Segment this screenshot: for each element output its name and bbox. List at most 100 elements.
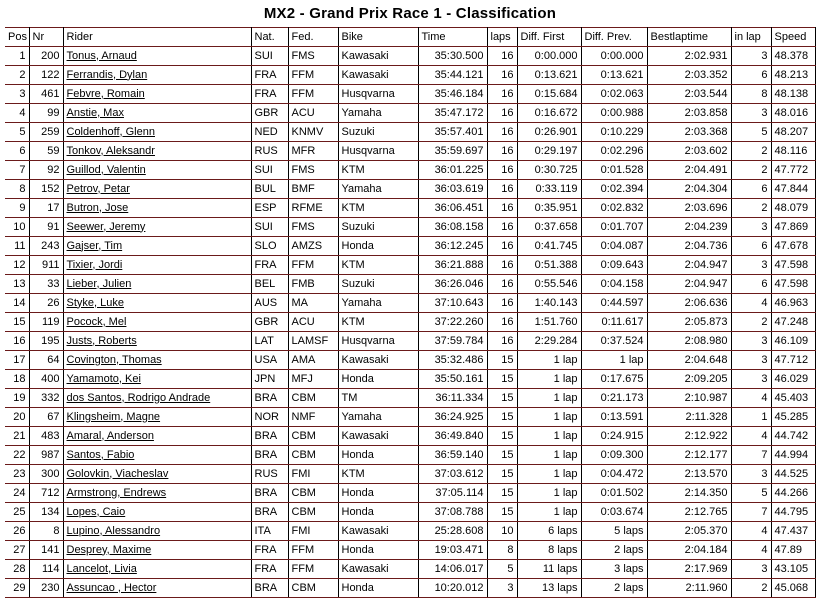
- rider-link[interactable]: Santos, Fabio: [66, 448, 135, 461]
- rider-link[interactable]: Tonkov, Aleksandr: [66, 144, 155, 157]
- cell-diff-prev: 0:02.832: [581, 198, 648, 218]
- cell-pos: 16: [5, 331, 30, 351]
- cell-pos: 4: [5, 103, 30, 123]
- cell-nr: 114: [29, 559, 64, 579]
- cell-bestlaptime: 2:04.304: [647, 179, 732, 199]
- rider-link[interactable]: Coldenhoff, Glenn: [66, 125, 155, 138]
- cell-laps: 16: [487, 198, 518, 218]
- rider-link[interactable]: Covington, Thomas: [66, 353, 162, 366]
- rider-link[interactable]: Styke, Luke: [66, 296, 124, 309]
- cell-bestlaptime: 2:03.696: [647, 198, 732, 218]
- cell-nat: AUS: [251, 293, 289, 313]
- cell-speed: 47.437: [771, 521, 816, 541]
- cell-rider: Covington, Thomas: [63, 350, 252, 370]
- cell-in-lap: 2: [731, 198, 772, 218]
- rider-link[interactable]: Lancelot, Livia: [66, 562, 137, 575]
- rider-link[interactable]: Klingsheim, Magne: [66, 410, 161, 423]
- cell-bestlaptime: 2:04.184: [647, 540, 732, 560]
- cell-speed: 47.598: [771, 255, 816, 275]
- cell-rider: dos Santos, Rodrigo Andrade: [63, 388, 252, 408]
- rider-link[interactable]: Yamamoto, Kei: [66, 372, 141, 385]
- column-header-in-lap: in lap: [731, 27, 772, 47]
- cell-fed: FFM: [288, 559, 339, 579]
- rider-link[interactable]: Pocock, Mel: [66, 315, 127, 328]
- results-table: Pos Nr Rider Nat. Fed. Bike Time laps Diff. Firs…: [5, 27, 816, 598]
- rider-link[interactable]: Gajser, Tim: [66, 239, 123, 252]
- cell-diff-first: 1 lap: [517, 369, 582, 389]
- column-header-nat: Nat.: [251, 27, 289, 47]
- cell-bike: Kawasaki: [338, 521, 419, 541]
- table-row: 25 134 Lopes, Caio BRA CBM Honda 37:08.788 15 1 …: [5, 502, 816, 522]
- table-row: 13 33 Lieber, Julien BEL FMB Suzuki 36:26.046 1…: [5, 274, 816, 294]
- cell-bike: KTM: [338, 198, 419, 218]
- cell-pos: 26: [5, 521, 30, 541]
- rider-link[interactable]: Butron, Jose: [66, 201, 129, 214]
- cell-laps: 16: [487, 160, 518, 180]
- cell-laps: 15: [487, 502, 518, 522]
- rider-link[interactable]: Golovkin, Viacheslav: [66, 467, 169, 480]
- rider-link[interactable]: Desprey, Maxime: [66, 543, 152, 556]
- rider-link[interactable]: Tonus, Arnaud: [66, 49, 137, 62]
- rider-link[interactable]: Ferrandis, Dylan: [66, 68, 148, 81]
- cell-laps: 15: [487, 350, 518, 370]
- cell-diff-prev: 0:24.915: [581, 426, 648, 446]
- cell-laps: 10: [487, 521, 518, 541]
- cell-bestlaptime: 2:13.570: [647, 464, 732, 484]
- cell-laps: 5: [487, 559, 518, 579]
- cell-bestlaptime: 2:10.987: [647, 388, 732, 408]
- table-row: 17 64 Covington, Thomas USA AMA Kawasaki 35:32…: [5, 350, 816, 370]
- rider-link[interactable]: Justs, Roberts: [66, 334, 137, 347]
- cell-speed: 48.207: [771, 122, 816, 142]
- cell-bestlaptime: 2:03.368: [647, 122, 732, 142]
- cell-in-lap: 4: [731, 540, 772, 560]
- rider-link[interactable]: Petrov, Petar: [66, 182, 130, 195]
- cell-nat: BRA: [251, 445, 289, 465]
- cell-bestlaptime: 2:11.328: [647, 407, 732, 427]
- rider-link[interactable]: Guillod, Valentin: [66, 163, 146, 176]
- cell-laps: 16: [487, 312, 518, 332]
- rider-link[interactable]: Febvre, Romain: [66, 87, 145, 100]
- cell-nr: 200: [29, 46, 64, 66]
- rider-link[interactable]: Seewer, Jeremy: [66, 220, 146, 233]
- table-row: 23 300 Golovkin, Viacheslav RUS FMI KTM 37:03.…: [5, 464, 816, 484]
- rider-link[interactable]: Lieber, Julien: [66, 277, 132, 290]
- rider-link[interactable]: dos Santos, Rodrigo Andrade: [66, 391, 211, 404]
- cell-in-lap: 2: [731, 160, 772, 180]
- cell-pos: 28: [5, 559, 30, 579]
- cell-rider: Guillod, Valentin: [63, 160, 252, 180]
- cell-fed: FFM: [288, 84, 339, 104]
- cell-time: 36:21.888: [418, 255, 488, 275]
- cell-nr: 17: [29, 198, 64, 218]
- cell-in-lap: 3: [731, 217, 772, 237]
- cell-time: 36:12.245: [418, 236, 488, 256]
- cell-bestlaptime: 2:02.931: [647, 46, 732, 66]
- rider-link[interactable]: Lupino, Alessandro: [66, 524, 161, 537]
- cell-nr: 152: [29, 179, 64, 199]
- rider-link[interactable]: Armstrong, Endrews: [66, 486, 167, 499]
- table-row: 5 259 Coldenhoff, Glenn NED KNMV Suzuki 35:57.…: [5, 122, 816, 142]
- rider-link[interactable]: Anstie, Max: [66, 106, 124, 119]
- cell-fed: FMI: [288, 464, 339, 484]
- cell-diff-prev: 0:04.158: [581, 274, 648, 294]
- cell-diff-prev: 0:04.472: [581, 464, 648, 484]
- header-row: Pos Nr Rider Nat. Fed. Bike Time laps Diff. Firs…: [5, 27, 816, 47]
- cell-diff-first: 1 lap: [517, 464, 582, 484]
- rider-link[interactable]: Lopes, Caio: [66, 505, 126, 518]
- cell-time: 37:05.114: [418, 483, 488, 503]
- cell-nr: 195: [29, 331, 64, 351]
- cell-speed: 47.844: [771, 179, 816, 199]
- cell-rider: Lopes, Caio: [63, 502, 252, 522]
- rider-link[interactable]: Tixier, Jordi: [66, 258, 123, 271]
- cell-rider: Golovkin, Viacheslav: [63, 464, 252, 484]
- table-row: 3 461 Febvre, Romain FRA FFM Husqvarna 35:46.1…: [5, 84, 816, 104]
- rider-link[interactable]: Amaral, Anderson: [66, 429, 154, 442]
- cell-diff-first: 6 laps: [517, 521, 582, 541]
- cell-fed: CBM: [288, 445, 339, 465]
- cell-nr: 712: [29, 483, 64, 503]
- cell-in-lap: 6: [731, 236, 772, 256]
- cell-rider: Gajser, Tim: [63, 236, 252, 256]
- rider-link[interactable]: Assuncao , Hector: [66, 581, 157, 594]
- cell-time: 35:32.486: [418, 350, 488, 370]
- cell-fed: CBM: [288, 388, 339, 408]
- cell-diff-first: 0:15.684: [517, 84, 582, 104]
